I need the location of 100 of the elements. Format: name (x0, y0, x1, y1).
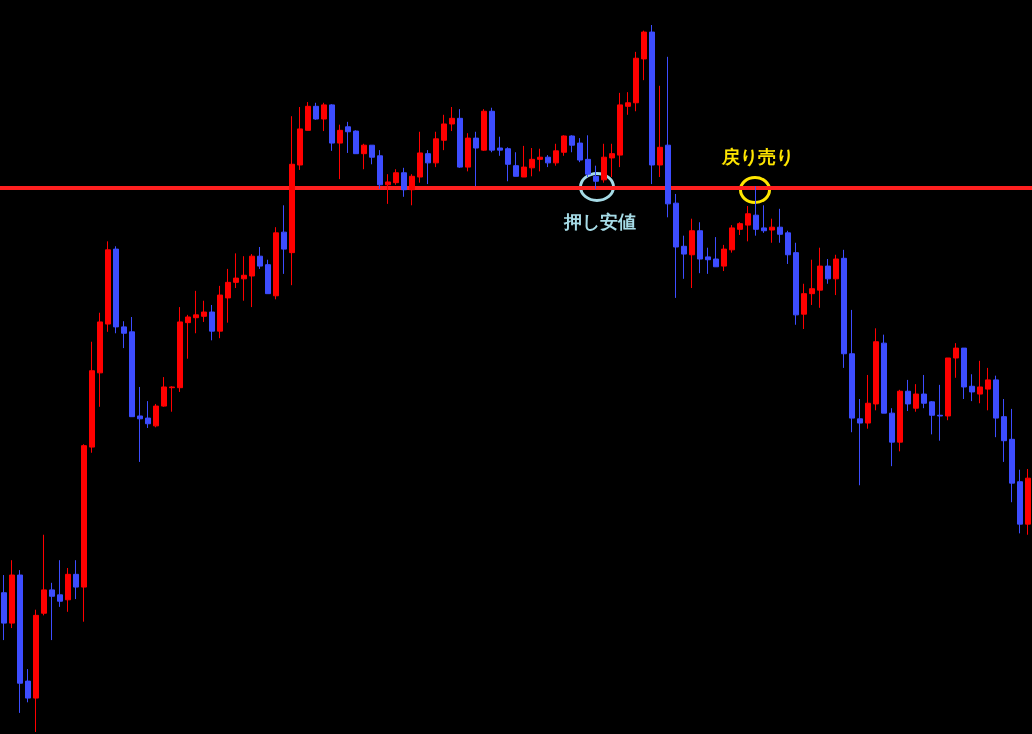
candlestick (569, 134, 575, 153)
candlestick (81, 443, 87, 623)
candlestick (785, 230, 791, 265)
candlestick (969, 373, 975, 402)
candlestick (545, 154, 551, 168)
candlestick (857, 398, 863, 486)
candlestick (681, 235, 687, 280)
candlestick (457, 108, 463, 169)
candlestick (993, 375, 999, 438)
candlestick (721, 244, 727, 272)
candlestick (609, 143, 615, 178)
candlestick (793, 242, 799, 326)
candlestick (137, 386, 143, 463)
candlestick (433, 131, 439, 168)
candlestick (329, 103, 335, 152)
candlestick (633, 51, 639, 112)
candlestick (201, 300, 207, 323)
candlestick (265, 259, 271, 295)
candlestick (249, 253, 255, 308)
candlestick (1025, 468, 1031, 536)
candlestick (417, 131, 423, 184)
candlestick (961, 347, 967, 400)
candlestick (801, 283, 807, 330)
candlestick (297, 106, 303, 171)
candlestick (617, 92, 623, 168)
candlestick (873, 327, 879, 411)
candlestick (145, 400, 151, 429)
candlestick (585, 134, 591, 178)
candlestick (377, 149, 383, 190)
candlestick (217, 285, 223, 339)
candlestick (185, 314, 191, 360)
candlestick (353, 129, 359, 155)
candlestick (105, 240, 111, 333)
candlestick (393, 168, 399, 186)
candlestick (161, 376, 167, 408)
candlestick (625, 91, 631, 116)
candlestick (1009, 408, 1015, 503)
candlestick (73, 559, 79, 600)
candlestick (89, 341, 95, 454)
candlestick (985, 367, 991, 411)
candlestick (513, 151, 519, 177)
candlestick (889, 407, 895, 467)
candlestick (945, 357, 951, 421)
candlestick (465, 132, 471, 172)
candlestick (929, 400, 935, 435)
candlestick (1001, 398, 1007, 463)
candlestick (193, 290, 199, 334)
candlestick (57, 559, 63, 608)
candlestick (473, 131, 479, 187)
candlestick (921, 374, 927, 409)
candlestick (337, 124, 343, 180)
candlestick (641, 30, 647, 81)
candlestick (1017, 469, 1023, 534)
candlestick (833, 254, 839, 296)
candlestick (593, 165, 599, 190)
candlestick (777, 208, 783, 244)
candlestick (233, 252, 239, 289)
annotation: 押し安値 (563, 210, 637, 234)
candlestick (657, 85, 663, 178)
candlestick (313, 102, 319, 121)
candlestick (65, 567, 71, 613)
candlestick (1, 574, 7, 641)
candlestick (737, 221, 743, 236)
candlestick (401, 167, 407, 198)
candlestick (561, 134, 567, 157)
candlestick (153, 403, 159, 428)
candlestick (305, 101, 311, 131)
candlestick (449, 106, 455, 132)
candlestick (209, 304, 215, 341)
candlestick (169, 385, 175, 413)
candlestick (665, 56, 671, 218)
candlestick (769, 218, 775, 244)
candlestick (913, 383, 919, 413)
candlestick (345, 121, 351, 154)
candlestick (705, 247, 711, 275)
candlestick (289, 115, 295, 286)
candlestick (177, 306, 183, 393)
candlestick (97, 312, 103, 408)
candlestick (649, 24, 655, 185)
candlestick (409, 173, 415, 206)
candlestick (601, 143, 607, 184)
candlestick (33, 609, 39, 733)
candlestick (809, 259, 815, 306)
candlestick (897, 389, 903, 452)
candlestick (577, 137, 583, 163)
candlestick (225, 268, 231, 324)
candlestick (481, 108, 487, 152)
candlestick (441, 114, 447, 151)
candlestick (385, 173, 391, 205)
candlestick (937, 384, 943, 442)
candlestick (17, 569, 23, 714)
candlestick (129, 316, 135, 418)
candlestick (529, 147, 535, 177)
candlestick (905, 379, 911, 412)
candlestick (41, 534, 47, 616)
candlestick (369, 144, 375, 165)
candlestick (113, 245, 119, 334)
candlestick (521, 145, 527, 178)
candlestick (257, 246, 263, 270)
candlestick (25, 668, 31, 703)
